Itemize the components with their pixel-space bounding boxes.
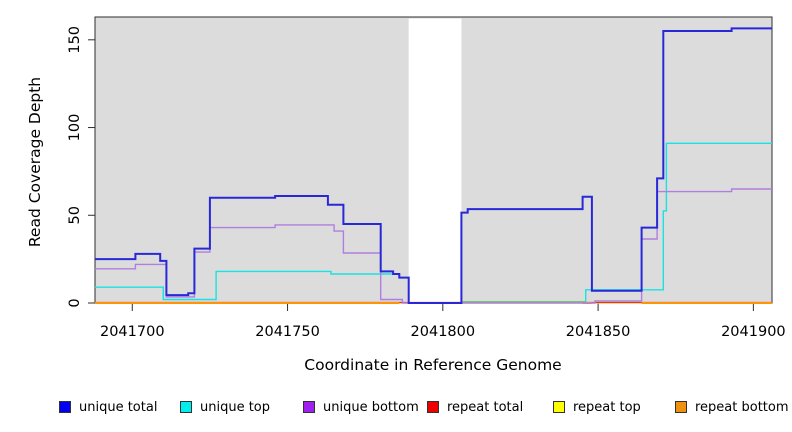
x-tick-label: 2041800 [411,324,476,340]
y-tick-label: 50 [67,206,83,224]
x-tick-label: 2041700 [100,324,165,340]
legend-item-unique-total: unique total [59,398,157,416]
legend-label: unique top [200,399,271,415]
legend-swatch-icon [59,401,71,413]
y-tick-label: 0 [67,298,83,307]
legend-swatch-icon [553,401,565,413]
series-unique-bottom [95,188,772,304]
x-axis-title: Coordinate in Reference Genome [304,356,561,374]
series-unique-total [95,27,772,304]
legend-label: repeat total [447,399,524,415]
legend-item-unique-top: unique top [180,398,270,416]
y-tick-label: 150 [67,26,83,54]
legend-label: unique bottom [323,399,419,415]
legend-item-repeat-top: repeat top [553,398,641,416]
legend-label: unique total [79,399,158,415]
legend-swatch-icon [180,401,192,413]
x-tick-label: 2041750 [255,324,320,340]
legend-label: repeat top [573,399,641,415]
x-tick-label: 2041850 [566,324,631,340]
legend-swatch-icon [675,401,687,413]
masked-region [408,18,462,303]
x-tick-label: 2041900 [721,324,786,340]
legend-item-repeat-total: repeat total [427,398,523,416]
y-tick-label: 100 [67,114,83,142]
legend-label: repeat bottom [695,399,789,415]
legend-swatch-icon [303,401,315,413]
legend-item-unique-bottom: unique bottom [303,398,419,416]
legend: unique total unique top unique bottom repea… [0,398,792,422]
legend-item-repeat-bottom: repeat bottom [675,398,789,416]
legend-swatch-icon [427,401,439,413]
y-axis-title: Read Coverage Depth [26,77,44,247]
